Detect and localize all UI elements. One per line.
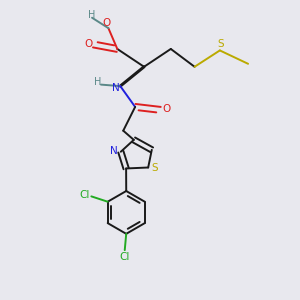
Text: Cl: Cl <box>119 252 129 262</box>
Text: O: O <box>84 40 92 50</box>
Text: H: H <box>88 10 96 20</box>
Text: N: N <box>112 82 120 93</box>
Text: O: O <box>162 104 170 114</box>
Text: Cl: Cl <box>80 190 90 200</box>
Text: H: H <box>94 77 101 87</box>
Text: S: S <box>218 39 224 49</box>
Text: S: S <box>152 163 158 173</box>
Text: N: N <box>110 146 118 156</box>
Text: O: O <box>103 18 111 28</box>
